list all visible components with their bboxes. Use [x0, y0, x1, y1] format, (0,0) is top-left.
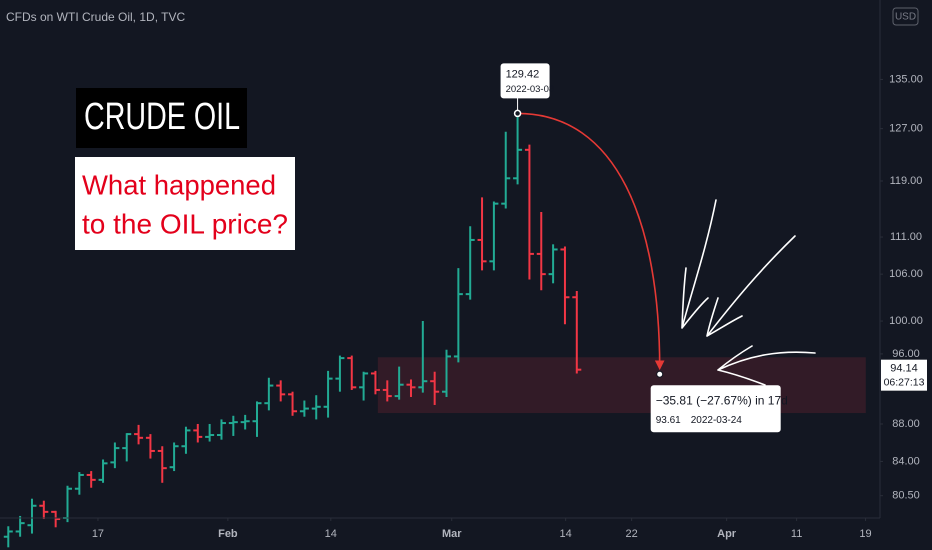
x-tick-label: 19: [859, 528, 871, 540]
last-price: 94.14: [890, 363, 918, 375]
overlay: 129.42 2022-03-08 −35.81 (−27.67%) in 17d 9…: [500, 63, 788, 433]
headline-box: [75, 157, 295, 250]
hand-arrow: [706, 235, 796, 337]
measure-arc: [517, 112, 665, 371]
chart-title: CFDs on WTI Crude Oil, 1D, TVC: [6, 10, 185, 24]
bars: [3, 113, 582, 548]
peak-point: [513, 109, 522, 118]
currency-badge[interactable]: [892, 7, 919, 26]
measure-change: −35.81 (−27.67%) in 17d: [656, 393, 788, 407]
measure-date: 2022-03-24: [691, 415, 743, 426]
headline-line: to the OIL price?: [82, 208, 288, 239]
x-tick-label: Feb: [218, 528, 238, 540]
hand-arrow: [681, 199, 717, 329]
countdown: 06:27:13: [884, 376, 925, 388]
peak-tooltip: [500, 63, 550, 99]
y-tick-label: 84.00: [892, 455, 920, 467]
measure-price: 93.61: [656, 415, 681, 426]
y-tick-label: 119.00: [890, 175, 923, 187]
label-box: [76, 88, 247, 148]
peak-price: 129.42: [506, 68, 540, 80]
y-tick-label: 127.00: [889, 123, 923, 135]
y-tick-label: 100.00: [889, 315, 923, 327]
headline-line: What happened: [82, 169, 276, 200]
y-tick-label: 96.00: [892, 348, 920, 360]
last-price-box: [881, 359, 927, 391]
price-axis: [880, 0, 932, 550]
y-tick-label: 111.00: [890, 231, 922, 243]
hand-arrow: [717, 345, 816, 386]
y-tick-label: 135.00: [889, 73, 923, 85]
x-tick-label: 17: [92, 528, 104, 540]
x-tick-label: 14: [325, 528, 337, 540]
peak-date: 2022-03-08: [506, 84, 555, 95]
price-range-zone: [377, 357, 866, 414]
label-text: CRUDE OIL: [84, 96, 240, 138]
measure-box: [650, 385, 781, 433]
x-tick-label: Mar: [442, 528, 462, 540]
zone-layer: [377, 357, 866, 414]
currency: USD: [895, 12, 916, 23]
y-tick-label: 106.00: [889, 268, 923, 280]
hand-drawn-arrows: [681, 199, 816, 386]
x-tick-label: Apr: [717, 528, 737, 540]
x-tick-label: 22: [626, 528, 638, 540]
y-tick-label: 88.00: [892, 418, 920, 430]
x-tick-label: 11: [791, 528, 802, 540]
x-tick-label: 14: [560, 528, 572, 540]
y-tick-label: 80.50: [892, 490, 920, 502]
measure-end: [656, 370, 664, 378]
